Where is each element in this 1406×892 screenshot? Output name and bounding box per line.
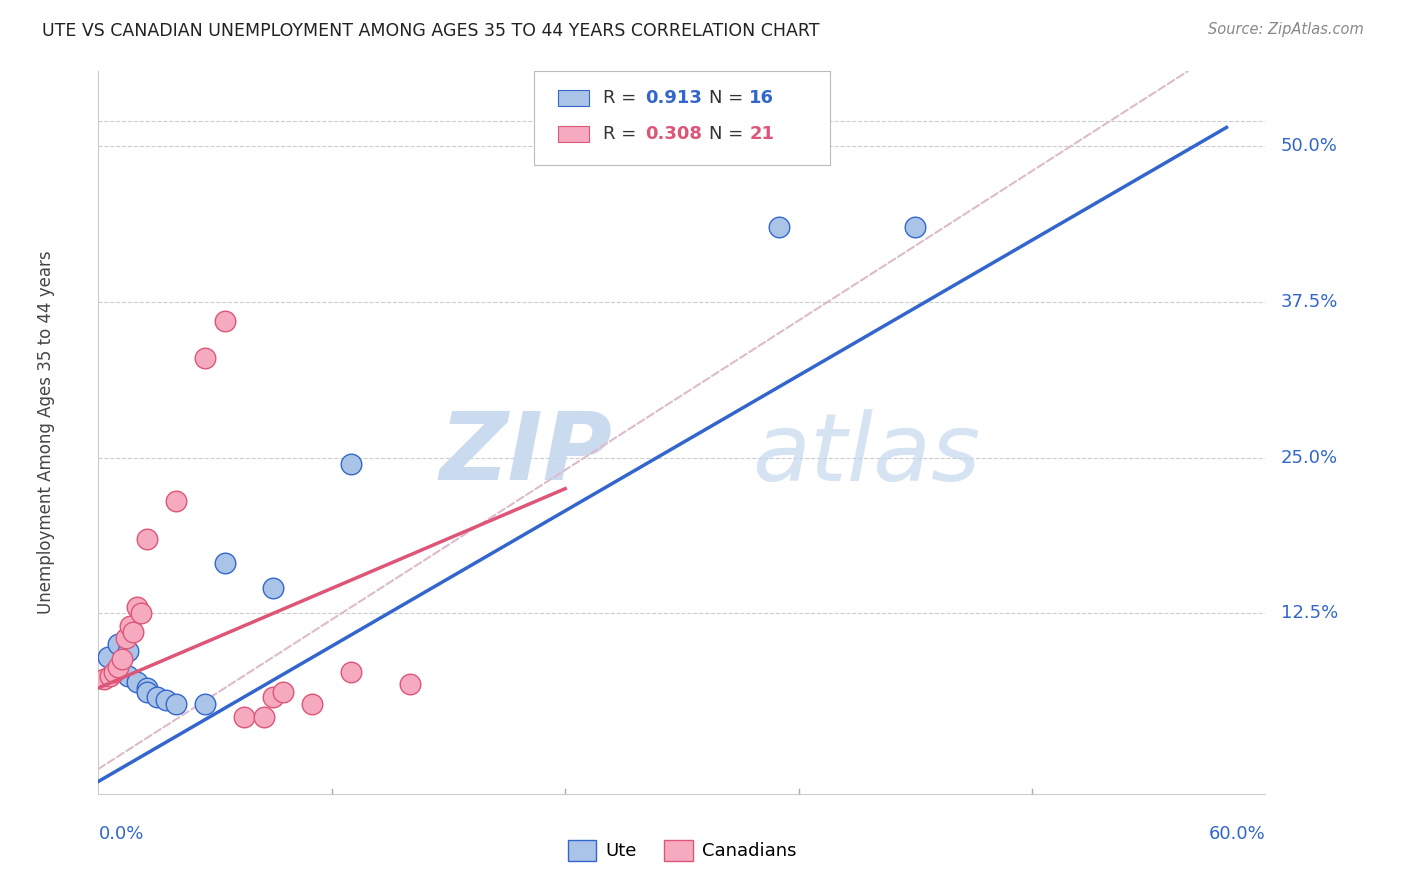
Text: 12.5%: 12.5% [1281,604,1339,623]
Point [165,494,187,508]
Point [340,457,363,471]
Text: Unemployment Among Ages 35 to 44 years: Unemployment Among Ages 35 to 44 years [37,251,55,615]
Point [214,557,236,571]
Text: N =: N = [709,125,748,143]
Text: 0.0%: 0.0% [98,825,143,843]
Point [262,582,284,596]
Point [146,690,169,704]
Text: R =: R = [603,89,643,107]
Text: 16: 16 [749,89,775,107]
Point [165,697,187,711]
Point [904,220,927,235]
Point [136,684,159,698]
Point [398,677,420,691]
Text: UTE VS CANADIAN UNEMPLOYMENT AMONG AGES 35 TO 44 YEARS CORRELATION CHART: UTE VS CANADIAN UNEMPLOYMENT AMONG AGES … [42,22,820,40]
Point [194,351,217,365]
Point [98,668,121,682]
Point [136,532,159,546]
Legend: Ute, Canadians: Ute, Canadians [561,832,803,868]
Point [233,709,256,723]
Point [107,637,129,651]
Point [117,668,139,682]
Point [117,643,139,657]
Text: Source: ZipAtlas.com: Source: ZipAtlas.com [1208,22,1364,37]
Text: 0.308: 0.308 [645,125,703,143]
Point [271,684,294,698]
Text: 21: 21 [749,125,775,143]
Text: N =: N = [709,89,748,107]
Point [107,660,129,674]
Point [129,607,152,621]
Text: 25.0%: 25.0% [1281,449,1339,467]
Point [127,600,149,615]
Point [127,674,149,689]
Text: 60.0%: 60.0% [1209,825,1265,843]
Point [111,652,134,666]
Point [114,631,136,645]
Point [214,313,236,327]
Point [194,697,217,711]
Point [103,665,125,679]
Point [768,220,790,235]
Text: 50.0%: 50.0% [1281,137,1339,155]
Point [136,681,159,695]
Text: R =: R = [603,125,643,143]
Point [97,649,120,664]
Point [118,618,141,632]
Text: atlas: atlas [752,409,980,500]
Point [253,709,276,723]
Point [301,697,323,711]
Point [93,673,115,687]
Text: ZIP: ZIP [439,409,612,500]
Point [262,690,284,704]
Point [340,665,363,679]
Text: 37.5%: 37.5% [1281,293,1339,310]
Text: 0.913: 0.913 [645,89,702,107]
Point [122,624,145,639]
Point [155,693,177,707]
